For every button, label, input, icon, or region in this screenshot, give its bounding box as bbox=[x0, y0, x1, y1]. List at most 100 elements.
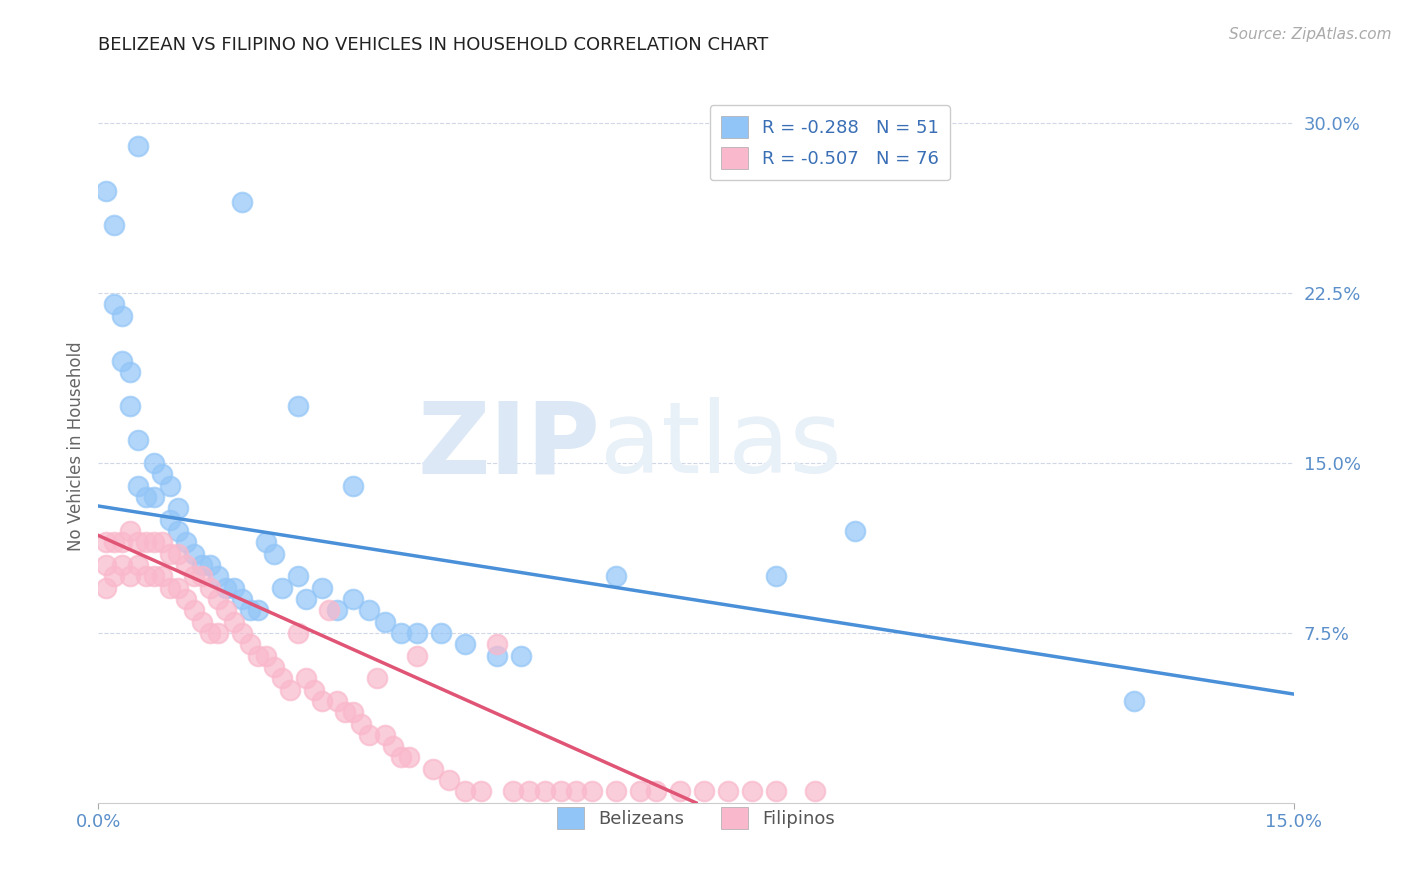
Point bbox=[454, 784, 477, 798]
Point bbox=[294, 671, 316, 685]
Point bbox=[430, 626, 453, 640]
Point bbox=[198, 581, 221, 595]
Point bbox=[311, 581, 333, 595]
Point bbox=[389, 626, 412, 640]
Point bbox=[96, 184, 118, 198]
Point bbox=[239, 603, 262, 617]
Point bbox=[263, 660, 285, 674]
Point bbox=[287, 626, 309, 640]
Point bbox=[96, 581, 118, 595]
Point bbox=[605, 784, 627, 798]
Point bbox=[174, 535, 197, 549]
Point bbox=[1123, 694, 1146, 708]
Point bbox=[502, 784, 524, 798]
Point bbox=[103, 218, 125, 232]
Point bbox=[765, 569, 787, 583]
Point bbox=[167, 501, 190, 516]
Point bbox=[103, 535, 125, 549]
Point bbox=[198, 626, 221, 640]
Point bbox=[222, 615, 245, 629]
Point bbox=[191, 558, 214, 572]
Point bbox=[159, 547, 181, 561]
Point bbox=[406, 648, 429, 663]
Point bbox=[239, 637, 262, 651]
Point bbox=[454, 637, 477, 651]
Point bbox=[517, 784, 540, 798]
Point bbox=[374, 615, 396, 629]
Y-axis label: No Vehicles in Household: No Vehicles in Household bbox=[66, 341, 84, 551]
Point bbox=[605, 569, 627, 583]
Point bbox=[174, 591, 197, 606]
Point bbox=[143, 456, 166, 470]
Point bbox=[150, 569, 173, 583]
Point bbox=[765, 784, 787, 798]
Point bbox=[246, 648, 269, 663]
Point bbox=[207, 626, 229, 640]
Point bbox=[437, 773, 460, 788]
Point bbox=[581, 784, 603, 798]
Point bbox=[207, 569, 229, 583]
Point bbox=[231, 591, 253, 606]
Point bbox=[804, 784, 827, 798]
Point bbox=[342, 705, 364, 719]
Point bbox=[254, 648, 277, 663]
Point bbox=[509, 648, 531, 663]
Point bbox=[135, 569, 157, 583]
Point bbox=[159, 581, 181, 595]
Point bbox=[120, 365, 142, 379]
Point bbox=[127, 138, 149, 153]
Point bbox=[183, 547, 205, 561]
Text: ZIP: ZIP bbox=[418, 398, 600, 494]
Point bbox=[127, 558, 149, 572]
Point bbox=[167, 547, 190, 561]
Point bbox=[96, 535, 118, 549]
Point bbox=[342, 478, 364, 492]
Point bbox=[294, 591, 316, 606]
Point bbox=[120, 400, 142, 414]
Point bbox=[135, 490, 157, 504]
Point bbox=[159, 513, 181, 527]
Point bbox=[342, 591, 364, 606]
Point bbox=[270, 581, 292, 595]
Point bbox=[231, 195, 253, 210]
Point bbox=[120, 569, 142, 583]
Point bbox=[287, 400, 309, 414]
Point bbox=[485, 637, 508, 651]
Point bbox=[278, 682, 301, 697]
Point bbox=[406, 626, 429, 640]
Point bbox=[422, 762, 444, 776]
Point bbox=[159, 478, 181, 492]
Point bbox=[485, 648, 508, 663]
Point bbox=[335, 705, 357, 719]
Point bbox=[359, 603, 381, 617]
Point bbox=[326, 694, 349, 708]
Point bbox=[191, 569, 214, 583]
Point bbox=[215, 603, 238, 617]
Text: atlas: atlas bbox=[600, 398, 842, 494]
Point bbox=[246, 603, 269, 617]
Point bbox=[215, 581, 238, 595]
Point bbox=[198, 558, 221, 572]
Text: Source: ZipAtlas.com: Source: ZipAtlas.com bbox=[1229, 27, 1392, 42]
Point bbox=[111, 309, 134, 323]
Point bbox=[318, 603, 340, 617]
Point bbox=[302, 682, 325, 697]
Point bbox=[143, 490, 166, 504]
Point bbox=[374, 728, 396, 742]
Point bbox=[550, 784, 572, 798]
Point bbox=[222, 581, 245, 595]
Point bbox=[111, 558, 134, 572]
Point bbox=[143, 569, 166, 583]
Point bbox=[844, 524, 866, 538]
Legend: Belizeans, Filipinos: Belizeans, Filipinos bbox=[550, 800, 842, 837]
Point bbox=[366, 671, 388, 685]
Point bbox=[150, 535, 173, 549]
Point bbox=[645, 784, 668, 798]
Point bbox=[127, 535, 149, 549]
Point bbox=[111, 535, 134, 549]
Point bbox=[191, 615, 214, 629]
Point bbox=[135, 535, 157, 549]
Point bbox=[470, 784, 492, 798]
Point bbox=[103, 297, 125, 311]
Point bbox=[167, 524, 190, 538]
